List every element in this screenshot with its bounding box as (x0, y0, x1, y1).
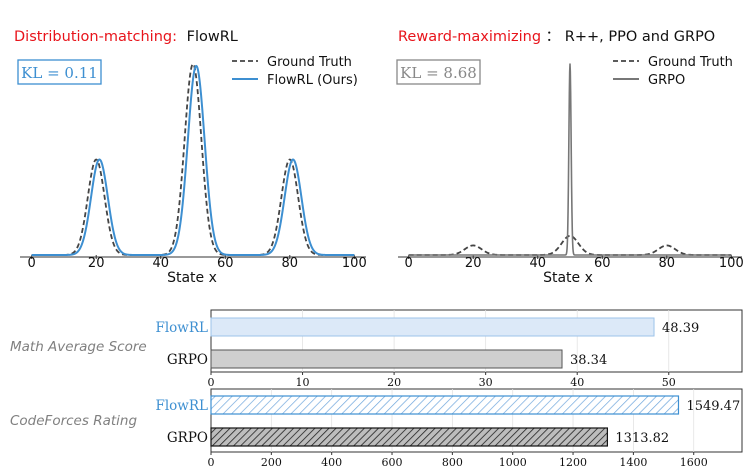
codeforces-category-label-grpo: GRPO (167, 430, 208, 446)
left-panel-title: Distribution-matching: FlowRL (14, 29, 238, 45)
right-series-grpo (408, 63, 732, 256)
left-x-tick-label: 80 (282, 256, 299, 271)
left-legend-flowrl-label: FlowRL (Ours) (267, 73, 358, 88)
left-kl-text: KL = 0.11 (21, 64, 98, 82)
codeforces-bars: FlowRL 1549.47 GRPO 1313.82 (156, 395, 740, 447)
codeforces-x-tick-label: 1400 (619, 456, 647, 468)
math-category-label-flowrl: FlowRL (156, 320, 209, 336)
math-chart-title: Math Average Score (10, 339, 147, 355)
left-legend-ground-truth-label: Ground Truth (267, 55, 352, 70)
codeforces-x-tick-label: 1000 (499, 456, 527, 468)
math-x-tick-label: 30 (479, 376, 493, 389)
codeforces-category-label-flowrl: FlowRL (156, 398, 209, 414)
right-title-prefix: Reward-maximizing (398, 29, 541, 45)
left-title-suffix: FlowRL (187, 29, 238, 45)
left-x-tick-label: 40 (152, 256, 169, 271)
left-x-ticks: 0 20 40 60 80 100 (28, 255, 367, 271)
codeforces-x-tick-label: 1600 (680, 456, 708, 468)
math-bar-grpo (210, 349, 563, 369)
math-value-label-flowrl: 48.39 (662, 321, 699, 336)
right-x-tick-label: 40 (529, 256, 546, 271)
right-legend-ground-truth-label: Ground Truth (648, 55, 733, 70)
math-x-tick-label: 50 (662, 376, 676, 389)
left-x-tick-label: 60 (217, 256, 234, 271)
codeforces-value-label-grpo: 1313.82 (615, 431, 669, 446)
codeforces-bar-grpo (210, 427, 608, 447)
right-x-tick-label: 0 (405, 256, 413, 271)
left-legend: Ground Truth FlowRL (Ours) (232, 55, 358, 88)
codeforces-value-label-flowrl: 1549.47 (686, 399, 740, 414)
right-kl-box (396, 59, 481, 85)
codeforces-x-tick-label: 1200 (559, 456, 587, 468)
codeforces-plot-frame (210, 388, 743, 453)
math-plot-frame (210, 309, 743, 373)
right-x-ticks: 0 20 40 60 80 100 (405, 255, 744, 271)
right-panel: Reward-maximizing ： R++, PPO and GRPO KL… (396, 29, 744, 286)
right-x-tick-label: 80 (659, 256, 676, 271)
codeforces-x-tick-label: 0 (208, 456, 215, 468)
right-title-suffix: ： R++, PPO and GRPO (546, 29, 716, 45)
left-series-group (31, 63, 355, 256)
codeforces-x-ticks: 0 200 400 600 800 1000 1200 1400 1600 (208, 452, 708, 468)
right-legend: Ground Truth GRPO (613, 55, 733, 88)
left-series-flowrl (31, 64, 355, 256)
right-series-group (408, 63, 732, 256)
math-x-tick-label: 10 (296, 376, 310, 389)
math-value-label-grpo: 38.34 (570, 353, 607, 368)
right-x-tick-label: 60 (594, 256, 611, 271)
right-kl-text: KL = 8.68 (400, 64, 477, 82)
right-x-tick-label: 20 (465, 256, 482, 271)
right-panel-title: Reward-maximizing ： R++, PPO and GRPO (398, 29, 715, 45)
left-title-prefix: Distribution-matching: (14, 29, 177, 45)
codeforces-x-tick-label: 200 (261, 456, 282, 468)
codeforces-chart-title: CodeForces Rating (10, 413, 137, 429)
left-kl-box (17, 59, 102, 85)
codeforces-x-tick-label: 400 (321, 456, 342, 468)
math-x-ticks: 0 10 20 30 40 50 (208, 372, 676, 389)
codeforces-x-tick-label: 600 (382, 456, 403, 468)
codeforces-bar-flowrl (210, 395, 680, 415)
left-x-tick-label: 0 (28, 256, 36, 271)
right-legend-grpo-label: GRPO (648, 73, 685, 88)
math-bars: FlowRL 48.39 GRPO 38.34 (156, 317, 699, 369)
math-x-tick-label: 20 (387, 376, 401, 389)
left-panel: Distribution-matching: FlowRL KL = 0.11 … (14, 29, 367, 286)
math-category-label-grpo: GRPO (167, 352, 208, 368)
math-x-tick-label: 0 (208, 376, 215, 389)
right-x-tick-label: 100 (719, 256, 744, 271)
left-x-tick-label: 100 (342, 256, 367, 271)
right-series-ground-truth (408, 234, 732, 256)
math-bar-flowrl (210, 317, 655, 337)
math-x-tick-label: 40 (570, 376, 584, 389)
left-x-tick-label: 20 (88, 256, 105, 271)
codeforces-x-tick-label: 800 (442, 456, 463, 468)
left-series-ground-truth (31, 63, 355, 256)
left-x-axis-label: State x (167, 270, 217, 286)
right-x-axis-label: State x (543, 270, 593, 286)
